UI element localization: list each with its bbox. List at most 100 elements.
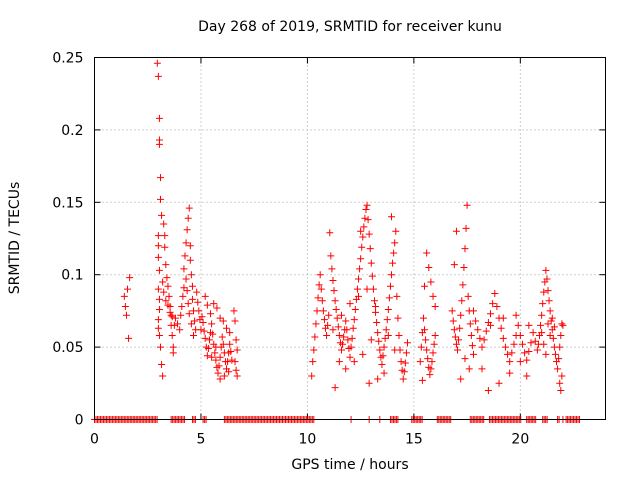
data-point	[197, 326, 205, 334]
data-point	[557, 332, 565, 340]
data-point	[556, 343, 564, 351]
data-point	[154, 316, 162, 324]
data-point	[124, 285, 132, 293]
grid-lines	[94, 57, 606, 420]
data-point	[364, 216, 372, 224]
data-point	[361, 214, 369, 222]
data-point	[227, 347, 235, 355]
axis-ticks	[94, 57, 606, 420]
data-point	[337, 311, 345, 319]
data-point	[375, 337, 383, 345]
data-point	[457, 311, 465, 319]
data-point	[469, 350, 477, 358]
data-point	[550, 323, 558, 331]
data-point	[182, 275, 190, 283]
data-point	[506, 369, 514, 377]
data-point	[162, 297, 170, 305]
data-point	[465, 365, 473, 373]
data-point	[455, 336, 463, 344]
data-point	[160, 288, 168, 296]
data-point	[397, 358, 405, 366]
data-point	[463, 201, 471, 209]
data-point	[186, 256, 194, 264]
data-point	[178, 303, 186, 311]
data-point	[330, 287, 338, 295]
data-point	[388, 213, 396, 221]
data-point	[219, 317, 227, 325]
data-point	[226, 329, 234, 337]
data-point	[516, 358, 524, 366]
data-point	[359, 350, 367, 358]
data-point	[510, 340, 518, 348]
data-point	[386, 282, 394, 290]
data-point	[376, 346, 384, 354]
data-point	[183, 287, 191, 295]
data-point	[480, 336, 488, 344]
data-point	[180, 284, 188, 292]
data-point	[525, 321, 533, 329]
data-point	[324, 321, 332, 329]
data-point	[362, 206, 370, 214]
data-point	[468, 342, 476, 350]
data-point	[547, 317, 555, 325]
data-point	[335, 332, 343, 340]
data-point	[346, 300, 354, 308]
data-point	[233, 346, 241, 354]
data-point	[394, 314, 402, 322]
data-point	[214, 369, 222, 377]
y-tick-label: 0.2	[61, 123, 83, 139]
data-point	[452, 340, 460, 348]
data-point	[186, 242, 194, 250]
data-point	[461, 245, 469, 253]
data-point	[431, 332, 439, 340]
data-point	[187, 320, 195, 328]
data-point	[216, 314, 224, 322]
data-point	[358, 243, 366, 251]
y-tick-label: 0	[75, 413, 84, 429]
data-point	[369, 285, 377, 293]
data-point	[160, 220, 168, 228]
data-point	[161, 243, 169, 251]
data-point	[459, 281, 467, 289]
data-point	[416, 358, 424, 366]
data-point	[225, 368, 233, 376]
data-point	[549, 334, 557, 342]
data-point	[356, 265, 364, 273]
data-point	[228, 356, 236, 364]
data-point	[558, 320, 566, 328]
data-point	[531, 337, 539, 345]
data-point	[164, 282, 172, 290]
data-point	[391, 239, 399, 247]
data-point	[174, 320, 182, 328]
data-point	[493, 303, 501, 311]
data-point	[385, 294, 393, 302]
data-point	[344, 336, 352, 344]
data-point	[461, 355, 469, 363]
data-point	[342, 365, 350, 373]
data-point	[185, 204, 193, 212]
data-point	[384, 305, 392, 313]
data-point	[155, 295, 163, 303]
data-point	[542, 266, 550, 274]
data-point	[195, 307, 203, 315]
data-point	[313, 307, 321, 315]
data-point	[506, 358, 514, 366]
data-point	[177, 311, 185, 319]
data-point	[452, 227, 460, 235]
data-point	[559, 321, 567, 329]
data-point	[155, 114, 163, 122]
data-point	[161, 232, 169, 240]
data-point	[122, 311, 130, 319]
data-point	[331, 384, 339, 392]
chart-title: Day 268 of 2019, SRMTID for receiver kun…	[198, 19, 502, 35]
data-point	[162, 261, 170, 269]
data-point	[372, 303, 380, 311]
data-point	[194, 298, 202, 306]
data-point	[187, 271, 195, 279]
data-point	[204, 345, 212, 353]
data-point	[157, 195, 165, 203]
data-point	[388, 271, 396, 279]
x-tick-label: 10	[299, 432, 317, 448]
data-point	[190, 332, 198, 340]
data-point	[556, 379, 564, 387]
